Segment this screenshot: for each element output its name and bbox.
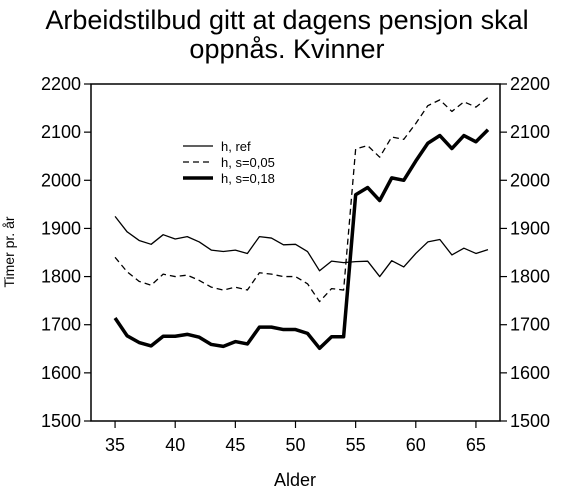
x-tick-label: 40 [165, 435, 185, 455]
y-tick-label-right: 2100 [510, 122, 550, 142]
y-tick-label-right: 1600 [510, 363, 550, 383]
y-tick-label-left: 2000 [41, 170, 81, 190]
x-tick-label: 45 [225, 435, 245, 455]
y-tick-label-right: 2200 [510, 74, 550, 94]
y-axis-left: 1500 1600 1700 1800 1900 2000 2100 2200 [41, 74, 91, 431]
chart-title-line-2: oppnås. Kvinner [189, 34, 384, 64]
y-axis-label: Timer pr. år [1, 216, 17, 287]
series-layer [113, 96, 490, 351]
series-line-1 [114, 215, 489, 278]
y-tick-label-right: 1500 [510, 411, 550, 431]
y-axis-right: 1500 1600 1700 1800 1900 2000 2100 2200 [500, 74, 550, 431]
x-tick-label: 50 [285, 435, 305, 455]
y-tick-label-right: 1800 [510, 267, 550, 287]
chart-title-line-1: Arbeidstilbud gitt at dagens pensjon ska… [45, 5, 528, 35]
y-tick-label-right: 1900 [510, 218, 550, 238]
y-tick-label-right: 1700 [510, 315, 550, 335]
x-axis-label: Alder [274, 470, 316, 490]
y-tick-label-left: 1900 [41, 218, 81, 238]
legend-label-3: h, s=0,18 [221, 171, 275, 186]
x-tick-label: 55 [346, 435, 366, 455]
y-tick-label-left: 1700 [41, 315, 81, 335]
y-tick-label-left: 1600 [41, 363, 81, 383]
y-tick-label-left: 2100 [41, 122, 81, 142]
y-tick-label-left: 2200 [41, 74, 81, 94]
legend-label-2: h, s=0,05 [221, 155, 275, 170]
series-line-2 [114, 96, 489, 303]
x-tick-label: 65 [466, 435, 486, 455]
x-axis: 35 40 45 50 55 60 65 [105, 421, 486, 455]
x-tick-label: 60 [406, 435, 426, 455]
y-tick-label-left: 1800 [41, 267, 81, 287]
y-tick-label-left: 1500 [41, 411, 81, 431]
y-tick-label-right: 2000 [510, 170, 550, 190]
legend-label-1: h, ref [221, 139, 251, 154]
x-tick-label: 35 [105, 435, 125, 455]
series-line-3 [113, 128, 490, 351]
